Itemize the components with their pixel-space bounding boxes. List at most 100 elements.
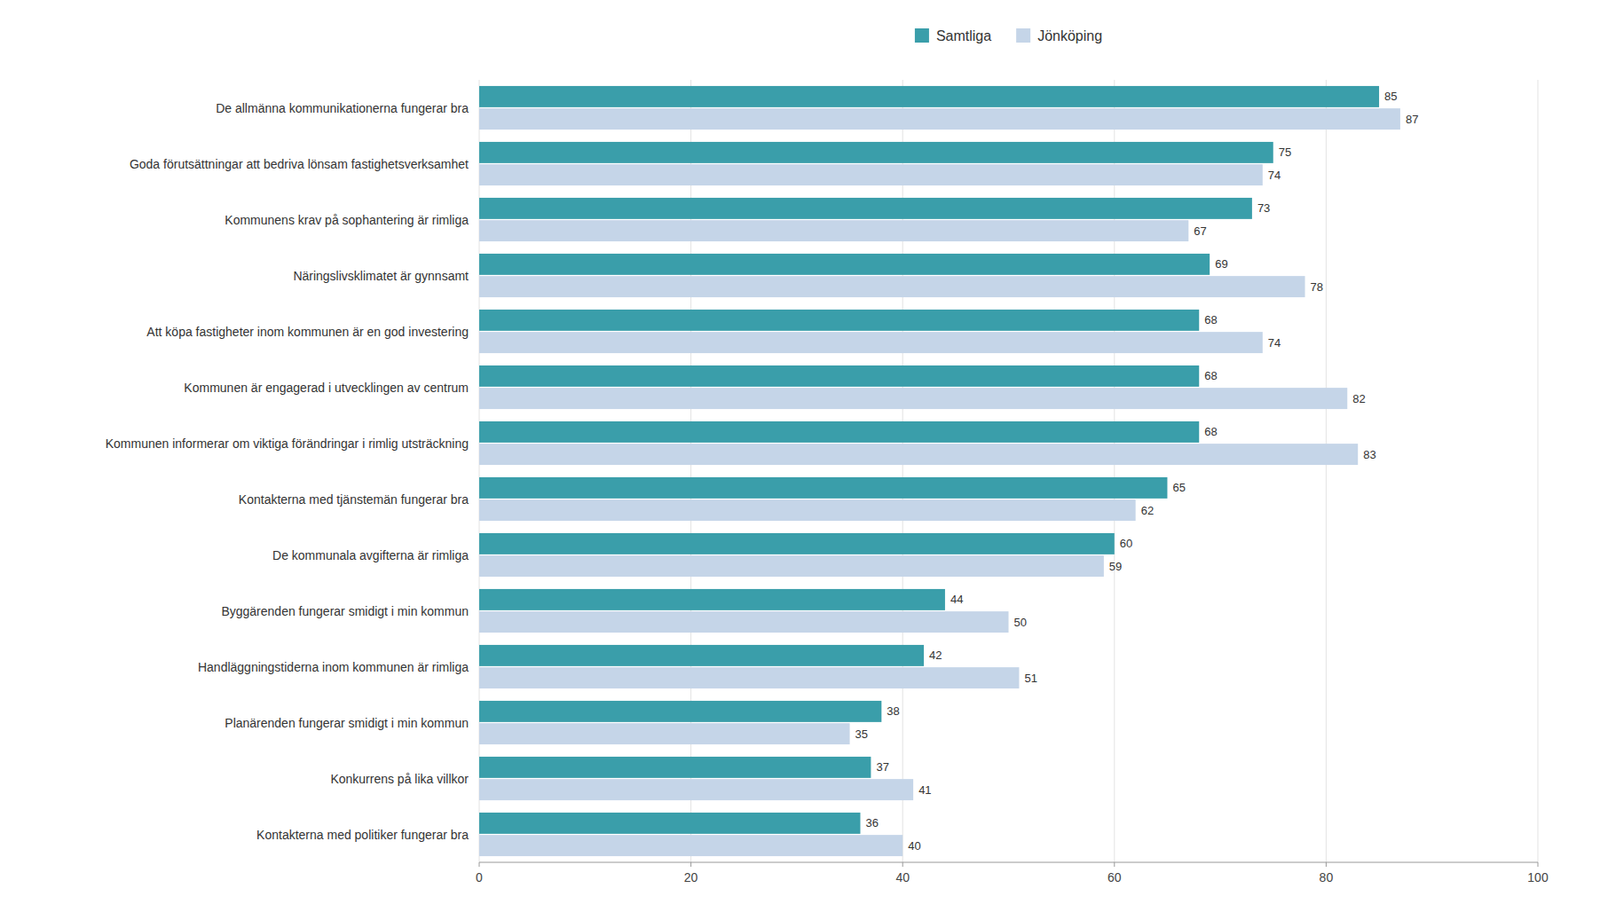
bar <box>479 701 882 723</box>
bar <box>479 499 1136 521</box>
y-tick-label: Att köpa fastigheter inom kommunen är en… <box>146 324 469 339</box>
data-label: 67 <box>1193 224 1206 238</box>
data-label: 37 <box>875 760 889 774</box>
y-tick-label: Kontakterna med tjänstemän fungerar bra <box>238 492 469 507</box>
y-tick-label: De allmänna kommunikationerna fungerar b… <box>215 101 469 116</box>
data-label: 68 <box>1204 313 1217 327</box>
y-axis: De allmänna kommunikationerna fungerar b… <box>105 101 470 843</box>
grid-line <box>1325 79 1327 863</box>
x-tick-label: 20 <box>684 870 699 885</box>
data-label: 65 <box>1172 480 1185 495</box>
bar <box>479 164 1263 186</box>
bar <box>479 365 1199 387</box>
legend-swatch <box>1016 28 1031 43</box>
data-label: 36 <box>865 816 878 830</box>
data-label: 82 <box>1352 392 1365 406</box>
bar <box>479 331 1263 354</box>
grid-line <box>1113 79 1115 863</box>
bar <box>479 723 851 745</box>
x-tick <box>479 862 481 867</box>
y-tick-label: Kommunen informerar om viktiga förändrin… <box>105 436 469 451</box>
bar <box>479 309 1199 332</box>
data-label: 35 <box>855 727 868 741</box>
bar <box>479 387 1348 410</box>
bar <box>479 667 1019 689</box>
bar <box>479 443 1358 466</box>
grid <box>479 79 1538 863</box>
data-labels: 8575736968686865604442383736877467787482… <box>855 89 1419 852</box>
bar <box>479 555 1104 577</box>
data-label: 42 <box>929 648 942 663</box>
data-label: 69 <box>1214 257 1228 271</box>
bar <box>479 421 1199 443</box>
background <box>0 0 1600 912</box>
x-axis: 0 20 40 60 80 100 <box>475 862 1549 885</box>
legend-label: Samtliga <box>936 28 992 44</box>
x-tick <box>1325 862 1327 867</box>
bars <box>479 86 1401 857</box>
data-label: 59 <box>1109 559 1122 574</box>
bar <box>479 812 860 835</box>
bar <box>479 141 1274 164</box>
grid-line <box>902 79 904 863</box>
data-label: 87 <box>1405 112 1419 127</box>
x-tick-label: 100 <box>1527 870 1549 885</box>
data-label: 51 <box>1024 671 1037 686</box>
bar <box>479 645 924 667</box>
x-tick <box>902 862 904 867</box>
data-label: 78 <box>1310 280 1324 294</box>
x-tick <box>690 862 692 867</box>
bar <box>479 589 946 611</box>
legend-label: Jönköping <box>1037 28 1103 44</box>
data-label: 38 <box>886 704 899 718</box>
y-tick-label: Byggärenden fungerar smidigt i min kommu… <box>220 604 469 619</box>
data-label: 74 <box>1268 168 1281 182</box>
y-tick-label: Kommunen är engagerad i utvecklingen av … <box>183 380 469 395</box>
y-tick-label: Konkurrens på lika villkor <box>330 772 469 787</box>
legend-swatch <box>914 28 930 43</box>
data-label: 50 <box>1014 615 1027 630</box>
data-label: 68 <box>1204 425 1217 439</box>
x-axis-line <box>479 862 1538 864</box>
data-label: 73 <box>1257 201 1270 215</box>
bar <box>479 756 871 779</box>
x-tick-label: 80 <box>1319 870 1334 885</box>
grid-line <box>1537 79 1539 863</box>
legend: Samtliga Jönköping <box>914 28 1103 44</box>
data-label: 83 <box>1363 448 1376 462</box>
data-label: 85 <box>1384 89 1397 103</box>
bar <box>479 611 1009 633</box>
x-tick-label: 40 <box>895 870 910 885</box>
data-label: 68 <box>1204 369 1217 383</box>
bar <box>479 779 914 801</box>
y-tick-label: Näringslivsklimatet är gynnsamt <box>292 268 469 284</box>
bar <box>479 835 903 857</box>
bar <box>479 275 1306 298</box>
bar <box>479 220 1189 242</box>
y-tick-label: Kommunens krav på sophantering är rimlig… <box>224 212 469 228</box>
y-tick-label: De kommunala avgifterna är rimliga <box>272 548 469 563</box>
y-tick-label: Goda förutsättningar att bedriva lönsam … <box>129 157 469 172</box>
bar <box>479 253 1210 276</box>
data-label: 40 <box>907 839 921 853</box>
grid-line <box>479 79 481 863</box>
x-tick-label: 60 <box>1107 870 1122 885</box>
data-label: 41 <box>918 783 931 797</box>
bar <box>479 197 1253 220</box>
bar <box>479 108 1401 130</box>
x-tick <box>1113 862 1115 867</box>
data-label: 60 <box>1119 536 1133 551</box>
y-tick-label: Handläggningstiderna inom kommunen är ri… <box>197 660 469 675</box>
chart-svg: 8575736968686865604442383736877467787482… <box>0 0 1600 912</box>
y-tick-label: Kontakterna med politiker fungerar bra <box>256 827 469 843</box>
grid-line <box>690 79 692 863</box>
bar <box>479 533 1115 555</box>
chart-container: 8575736968686865604442383736877467787482… <box>0 0 1600 912</box>
bar <box>479 86 1380 108</box>
data-label: 74 <box>1268 336 1281 350</box>
x-tick-label: 0 <box>475 870 483 885</box>
x-tick <box>1537 862 1539 867</box>
data-label: 62 <box>1141 504 1154 518</box>
y-tick-label: Planärenden fungerar smidigt i min kommu… <box>224 716 469 731</box>
data-label: 75 <box>1278 145 1292 159</box>
